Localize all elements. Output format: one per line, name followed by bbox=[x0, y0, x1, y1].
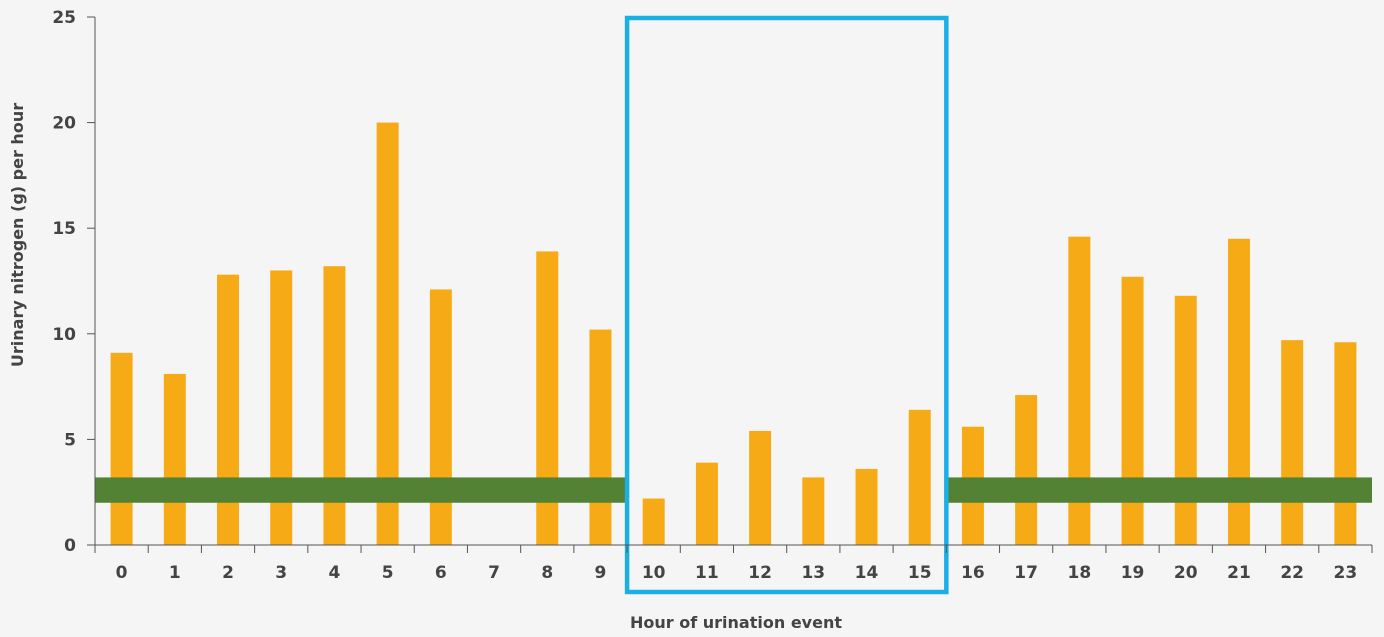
x-tick-label: 11 bbox=[695, 563, 719, 583]
y-tick-label: 5 bbox=[64, 430, 76, 450]
x-tick-label: 21 bbox=[1227, 563, 1251, 583]
bar-hour-15 bbox=[908, 409, 931, 545]
reference-band-1 bbox=[95, 477, 628, 503]
bar-hour-3 bbox=[270, 270, 293, 545]
x-tick-label: 17 bbox=[1014, 563, 1038, 583]
bar-hour-23 bbox=[1334, 342, 1357, 545]
x-tick-label: 5 bbox=[382, 563, 394, 583]
highlight-box bbox=[624, 15, 949, 595]
x-tick-label: 19 bbox=[1121, 563, 1145, 583]
x-axis-title: Hour of urination event bbox=[630, 613, 842, 632]
bar-hour-8 bbox=[536, 251, 559, 545]
x-tick-label: 23 bbox=[1334, 563, 1358, 583]
bar-hour-21 bbox=[1227, 238, 1250, 545]
y-tick-label: 0 bbox=[64, 536, 76, 556]
bar-hour-0 bbox=[110, 352, 133, 545]
x-tick-label: 15 bbox=[908, 563, 932, 583]
x-tick-label: 0 bbox=[116, 563, 128, 583]
y-axis-title: Urinary nitrogen (g) per hour bbox=[8, 103, 27, 367]
x-tick-label: 2 bbox=[222, 563, 234, 583]
bar-hour-4 bbox=[323, 266, 346, 545]
x-tick-label: 7 bbox=[488, 563, 500, 583]
bar-hour-10 bbox=[642, 498, 665, 545]
bar-hour-20 bbox=[1174, 295, 1197, 545]
reference-bands bbox=[95, 477, 1372, 503]
bar-hour-18 bbox=[1068, 236, 1091, 545]
bar-hour-2 bbox=[217, 274, 240, 545]
x-tick-label: 9 bbox=[595, 563, 607, 583]
x-tick-label: 10 bbox=[642, 563, 666, 583]
y-ticks: 0 5 10 15 20 25 bbox=[52, 8, 95, 556]
x-tick-label: 12 bbox=[748, 563, 772, 583]
x-tick-label: 16 bbox=[961, 563, 985, 583]
y-tick-label: 10 bbox=[52, 325, 76, 345]
bar-hour-9 bbox=[589, 329, 612, 545]
y-tick-label: 20 bbox=[52, 114, 76, 134]
y-tick-label: 15 bbox=[52, 219, 76, 239]
x-tick-label: 18 bbox=[1068, 563, 1092, 583]
bar-hour-6 bbox=[429, 289, 452, 545]
x-tick-label: 3 bbox=[275, 563, 287, 583]
x-tick-label: 6 bbox=[435, 563, 447, 583]
x-tick-label: 8 bbox=[541, 563, 553, 583]
bar-hour-17 bbox=[1015, 395, 1038, 545]
reference-band-2 bbox=[946, 477, 1372, 503]
x-tick-label: 22 bbox=[1280, 563, 1304, 583]
x-tick-label: 20 bbox=[1174, 563, 1198, 583]
x-tick-label: 1 bbox=[169, 563, 181, 583]
highlight-region bbox=[624, 15, 949, 595]
bar-hour-5 bbox=[376, 122, 399, 545]
bar-hour-14 bbox=[855, 468, 878, 545]
x-tick-label: 13 bbox=[801, 563, 825, 583]
bar-hour-13 bbox=[802, 477, 825, 545]
bar-hour-12 bbox=[749, 430, 772, 545]
x-tick-label: 4 bbox=[329, 563, 341, 583]
x-tick-label: 14 bbox=[855, 563, 879, 583]
bar-hour-19 bbox=[1121, 276, 1144, 545]
x-ticks: 0 1 2 3 4 5 6 7 8 9 10 11 12 13 14 15 16 17 18 19 20 21 22 23 bbox=[94, 545, 1373, 583]
y-tick-label: 25 bbox=[52, 8, 76, 28]
bar-hour-1 bbox=[163, 373, 186, 545]
bar-hour-11 bbox=[695, 462, 718, 545]
bar-hour-22 bbox=[1281, 340, 1304, 545]
